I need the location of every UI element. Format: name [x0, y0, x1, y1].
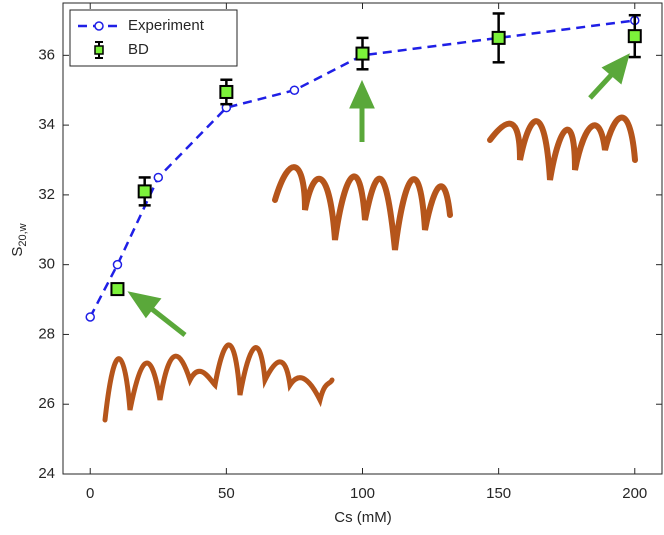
- legend-marker: [94, 21, 104, 31]
- y-axis-label-sub: 20,w: [17, 223, 29, 246]
- arrow: [588, 70, 616, 100]
- y-tick-label: 28: [38, 325, 55, 342]
- y-axis-label: S20,w: [9, 223, 29, 256]
- x-axis-label: Cs (mM): [334, 509, 391, 526]
- bd-marker: [491, 30, 506, 45]
- y-axis-label-main: S: [9, 247, 26, 257]
- experiment-marker: [112, 259, 123, 270]
- arrow-head: [349, 79, 375, 109]
- bd-marker: [355, 46, 370, 61]
- legend-label: Experiment: [128, 17, 205, 34]
- x-tick-label: 200: [622, 485, 647, 502]
- legend-box: [69, 9, 238, 67]
- arrows: [127, 53, 630, 337]
- arrow-head: [601, 53, 630, 85]
- plot-frame: [62, 2, 663, 475]
- molecule-low: [102, 342, 335, 423]
- experiment-marker: [153, 172, 164, 183]
- bd-marker: [627, 29, 642, 44]
- molecule-illustrations: [102, 114, 638, 423]
- experiment-marker: [289, 85, 300, 95]
- x-tick-label: 150: [486, 485, 511, 502]
- legend-label: BD: [128, 41, 149, 58]
- molecule-high: [487, 114, 638, 181]
- bd-marker: [137, 184, 152, 199]
- legend-marker: [94, 45, 104, 55]
- x-tick-label: 100: [350, 485, 375, 502]
- arrow: [146, 304, 187, 337]
- y-tick-label: 34: [38, 116, 55, 133]
- y-tick-label: 32: [38, 186, 55, 203]
- x-tick-label: 0: [86, 485, 94, 502]
- y-tick-label: 36: [38, 46, 55, 63]
- x-tick-label: 50: [218, 485, 235, 502]
- y-tick-label: 24: [38, 465, 55, 482]
- y-tick-label: 26: [38, 395, 55, 412]
- bd-marker: [219, 84, 234, 99]
- arrow-head: [127, 291, 162, 319]
- bd-marker: [110, 282, 125, 297]
- experiment-marker: [85, 312, 95, 322]
- molecule-mid: [272, 164, 453, 251]
- y-tick-label: 30: [38, 256, 55, 273]
